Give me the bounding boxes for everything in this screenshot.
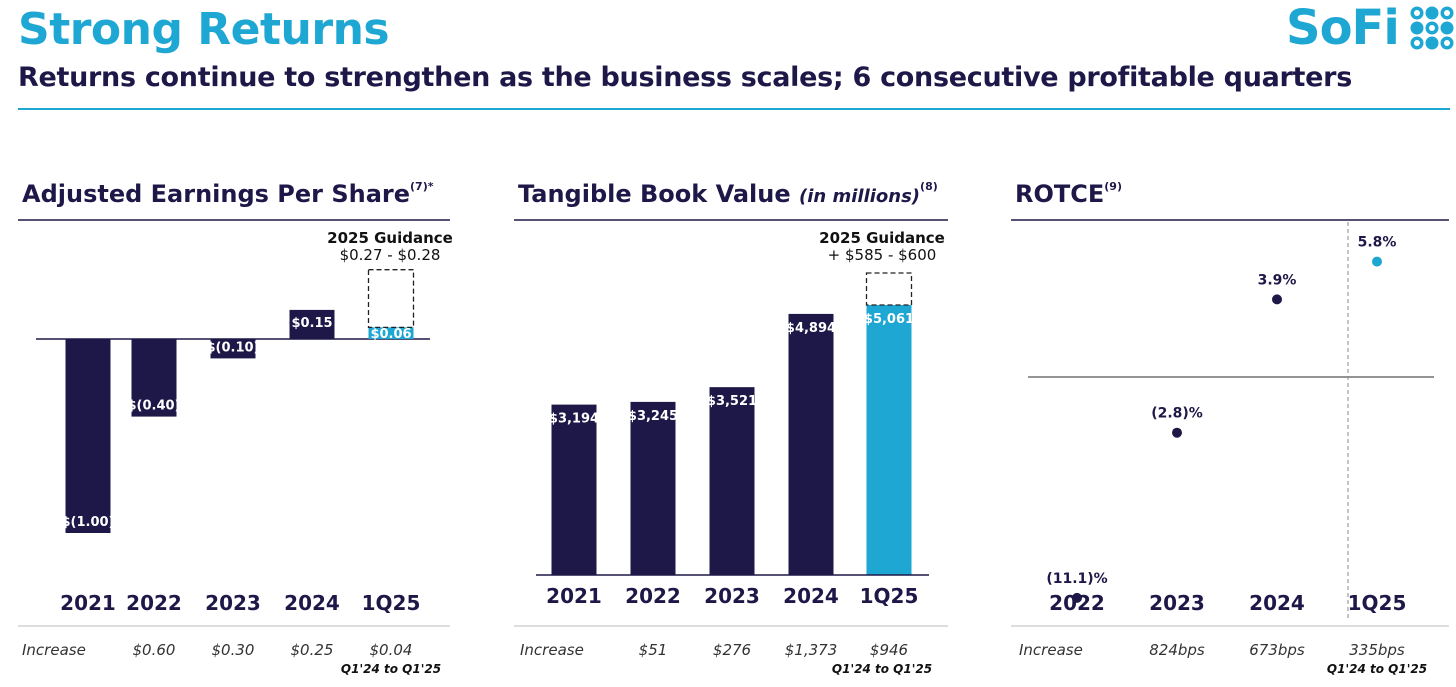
page-subtitle: Returns continue to strengthen as the bu… [18,62,1352,93]
tbv-x-tick-label: 2023 [704,584,760,608]
tbv-guidance-text: + $585 - $600 [828,246,937,264]
logo-dots-icon [1410,6,1454,50]
tbv-guidance-title: 2025 Guidance [819,229,945,247]
eps-x-tick-label: 2022 [126,591,182,615]
eps-bar [368,327,414,339]
tbv-data-label: $5,061 [864,312,914,327]
eps-increase-note: Q1'24 to Q1'25 [341,662,441,676]
eps-chart-title: Adjusted Earnings Per Share(7)* [22,180,434,208]
tbv-bar [630,401,676,575]
tbv-bar [551,404,597,575]
eps-x-tick-label: 2024 [284,591,340,615]
rotce-x-tick-label: 2024 [1249,591,1305,615]
eps-increase-value: $0.60 [133,641,176,659]
tbv-increase-value: $51 [639,641,668,659]
logo-text: SoFi [1286,0,1400,56]
tbv-increase-value: $276 [713,641,751,659]
tbv-bar [866,305,912,575]
tbv-panel: Tangible Book Value (in millions)(8) $3,… [514,180,950,680]
eps-chart: $(1.00) $(0.40) $(0.10) $0.15 $0.06 2025 Guid… [18,219,453,676]
tbv-increase-value: $946 [870,641,908,659]
page-title: Strong Returns [18,4,390,55]
header-divider [18,108,1450,110]
tbv-chart: $3,194 $3,245 $3,521 $4,894 $5,061 2025 Guida… [514,219,948,676]
eps-bar [65,339,111,533]
rotce-data-label: 5.8% [1358,235,1397,251]
eps-x-tick-label: 2021 [60,591,116,615]
tbv-increase-value: $1,373 [785,641,838,659]
rotce-x-tick-label: 2023 [1149,591,1205,615]
eps-increase-value: $0.04 [370,641,413,659]
eps-x-tick-label: 2023 [205,591,261,615]
rotce-x-tick-label: 1Q25 [1348,591,1407,615]
rotce-point [1372,256,1382,267]
rotce-increase-label: Increase [1019,641,1083,659]
rotce-increase-value: 824bps [1149,641,1205,659]
eps-panel: Adjusted Earnings Per Share(7)* $(1.00) $… [18,180,453,680]
eps-increase-value: $0.25 [291,641,334,659]
eps-data-label: $0.06 [370,327,411,342]
tbv-chart-title: Tangible Book Value (in millions)(8) [518,180,938,208]
tbv-bar [709,387,755,575]
eps-bar [131,339,177,417]
rotce-data-label: 3.9% [1258,272,1297,288]
eps-data-label: $(1.00) [61,515,114,530]
rotce-increase-note: Q1'24 to Q1'25 [1327,662,1427,676]
rotce-point [1272,294,1282,305]
eps-data-label: $(0.40) [127,399,180,414]
tbv-data-label: $3,521 [707,394,757,409]
tbv-x-tick-label: 2024 [783,584,839,608]
tbv-data-label: $3,245 [628,409,678,424]
eps-guidance-text: $0.27 - $0.28 [340,246,441,264]
eps-guidance-box [367,269,415,329]
rotce-x-tick-label: 2022 [1049,591,1105,615]
eps-guidance-title: 2025 Guidance [327,229,453,247]
rotce-increase-value: 673bps [1249,641,1305,659]
tbv-x-tick-label: 1Q25 [860,584,919,608]
rotce-data-label: (2.8)% [1151,406,1203,422]
tbv-bar [788,313,834,575]
eps-data-label: $0.15 [291,316,332,331]
tbv-x-tick-label: 2021 [546,584,602,608]
rotce-point [1172,427,1182,438]
rotce-panel: ROTCE(9) (11.1)% (2.8)% 3.9% 5.8% 2022 2023 20… [1011,180,1451,680]
rotce-point [1072,592,1082,603]
tbv-increase-note: Q1'24 to Q1'25 [832,662,932,676]
eps-x-tick-label: 1Q25 [362,591,421,615]
tbv-x-tick-label: 2022 [625,584,681,608]
rotce-chart: (11.1)% (2.8)% 3.9% 5.8% 2022 2023 2024 1Q25 Inc… [1011,219,1449,676]
tbv-increase-label: Increase [520,641,584,659]
sofi-logo: SoFi [1286,0,1455,56]
eps-data-label: $(0.10) [206,340,259,355]
rotce-chart-title: ROTCE(9) [1015,180,1122,208]
tbv-guidance-box [865,272,913,306]
eps-bar [210,339,256,359]
eps-increase-value: $0.30 [212,641,255,659]
tbv-data-label: $3,194 [549,412,599,427]
rotce-increase-value: 335bps [1349,641,1405,659]
eps-increase-label: Increase [22,641,86,659]
tbv-data-label: $4,894 [786,321,836,336]
rotce-data-label: (11.1)% [1046,571,1107,587]
eps-bar [289,309,335,339]
